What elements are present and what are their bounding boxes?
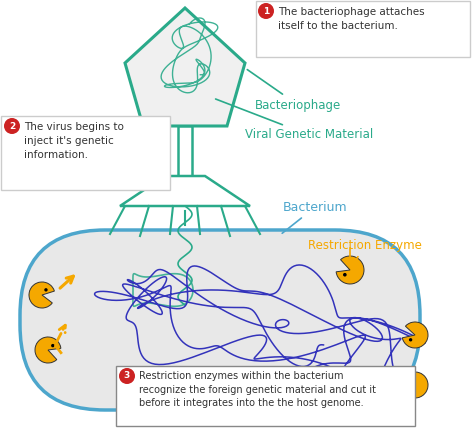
Text: Restriction enzymes within the bacterium
recognize the foreign genetic material : Restriction enzymes within the bacterium… <box>139 371 376 408</box>
Wedge shape <box>402 322 428 348</box>
Circle shape <box>258 3 274 19</box>
Circle shape <box>409 338 412 342</box>
Text: The virus begins to
inject it's genetic
information.: The virus begins to inject it's genetic … <box>24 122 124 160</box>
Circle shape <box>343 273 346 276</box>
Polygon shape <box>125 8 245 126</box>
FancyBboxPatch shape <box>1 116 170 190</box>
Circle shape <box>51 344 55 347</box>
Bar <box>178 126 192 176</box>
Text: Bacterium: Bacterium <box>282 200 347 233</box>
Polygon shape <box>120 176 250 206</box>
FancyBboxPatch shape <box>116 366 415 426</box>
Wedge shape <box>35 337 61 363</box>
FancyBboxPatch shape <box>256 1 470 57</box>
Text: 1: 1 <box>263 6 269 15</box>
FancyBboxPatch shape <box>20 230 420 410</box>
Wedge shape <box>336 256 364 284</box>
Wedge shape <box>29 282 55 308</box>
Text: Restriction Enzyme: Restriction Enzyme <box>308 238 422 268</box>
Text: Bacteriophage: Bacteriophage <box>247 70 341 112</box>
Text: 2: 2 <box>9 122 15 131</box>
Circle shape <box>44 288 48 291</box>
Circle shape <box>4 118 20 134</box>
Text: Viral Genetic Material: Viral Genetic Material <box>216 99 373 142</box>
Text: The bacteriophage attaches
itself to the bacterium.: The bacteriophage attaches itself to the… <box>278 7 425 31</box>
Text: 3: 3 <box>124 372 130 380</box>
Circle shape <box>119 368 135 384</box>
Circle shape <box>410 389 413 392</box>
Wedge shape <box>403 372 428 398</box>
